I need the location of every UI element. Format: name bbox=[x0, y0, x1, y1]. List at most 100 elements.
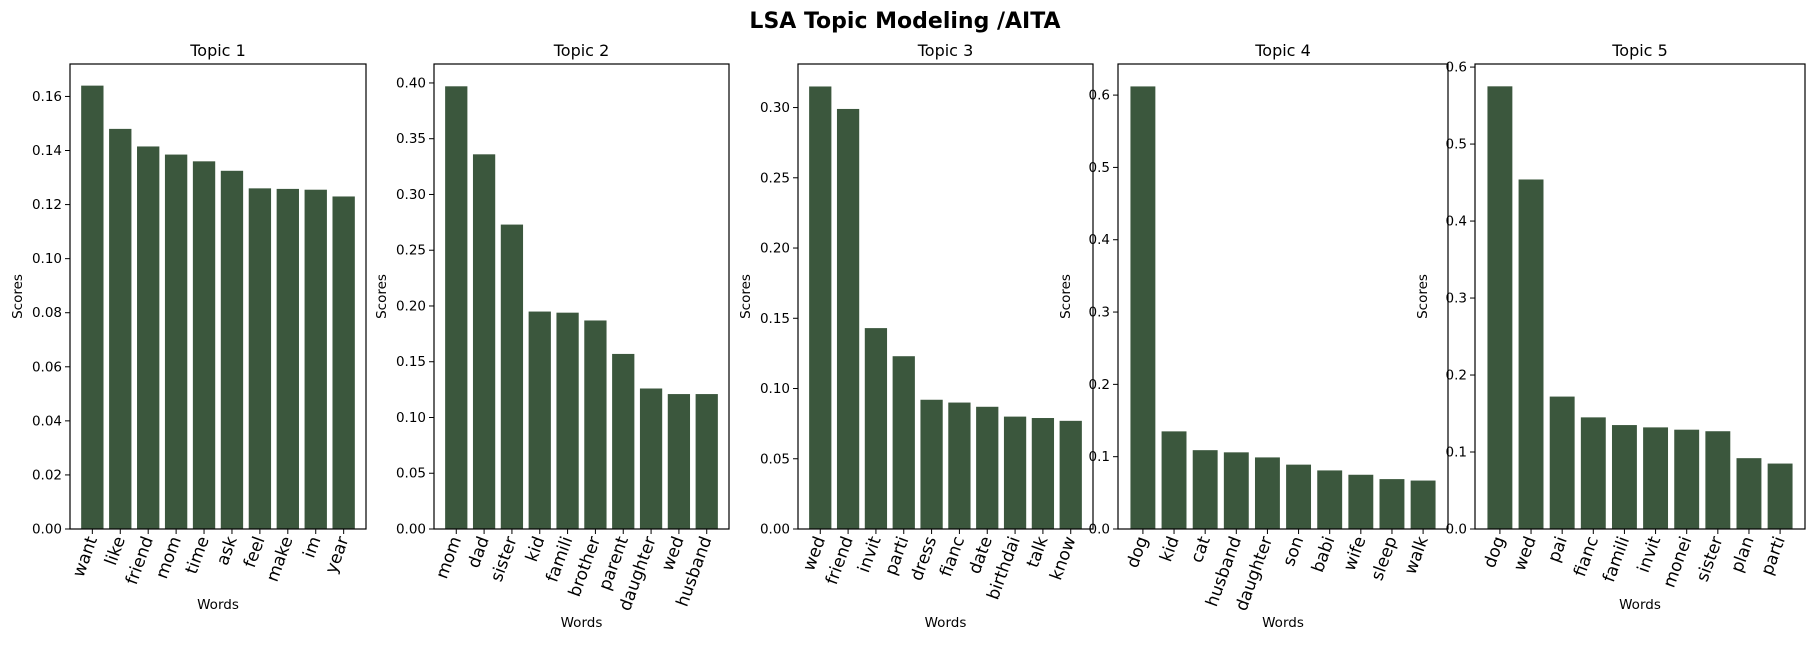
bar-fianc bbox=[1580, 417, 1606, 529]
y-tick-label: 0.00 bbox=[760, 522, 790, 538]
y-tick-label: 0.6 bbox=[1089, 88, 1110, 104]
y-tick-label: 0.3 bbox=[1446, 291, 1467, 307]
bar-famili bbox=[556, 312, 579, 529]
bar-want bbox=[81, 85, 104, 529]
x-tick-label: want bbox=[69, 534, 102, 580]
x-tick-label: sleep bbox=[1367, 534, 1401, 583]
y-tick-label: 0.20 bbox=[396, 298, 426, 314]
x-tick-label: dad bbox=[464, 534, 494, 571]
bar-parti bbox=[892, 356, 915, 529]
y-axis-label: Scores bbox=[10, 274, 26, 319]
bar-date bbox=[976, 406, 999, 529]
x-tick-label: plan bbox=[1727, 534, 1758, 575]
bar-sleep bbox=[1379, 479, 1405, 529]
x-tick-label: famili bbox=[1599, 534, 1634, 585]
y-tick-label: 0.05 bbox=[760, 451, 790, 467]
x-axis-label: Words bbox=[561, 615, 603, 631]
bar-parti bbox=[1767, 463, 1793, 529]
bar-monei bbox=[1674, 429, 1700, 529]
bar-birthdai bbox=[1003, 416, 1027, 529]
x-tick-label: babi bbox=[1308, 534, 1339, 575]
y-tick-label: 0.5 bbox=[1089, 160, 1110, 176]
x-tick-label: sister bbox=[1693, 534, 1728, 585]
bar-wed bbox=[809, 86, 832, 529]
x-tick-label: talk bbox=[1023, 534, 1053, 571]
x-tick-label: dog bbox=[1123, 534, 1153, 571]
bar-time bbox=[192, 161, 216, 529]
x-tick-label: invit bbox=[1634, 534, 1666, 576]
axes-frame bbox=[1117, 63, 1449, 530]
y-tick-label: 0.1 bbox=[1089, 449, 1110, 465]
bar-talk bbox=[1031, 418, 1055, 529]
y-axis-label: Scores bbox=[374, 274, 390, 319]
bar-dog bbox=[1487, 86, 1513, 529]
y-tick-label: 0.10 bbox=[32, 251, 62, 267]
topic-panel-2: 0.00 0.05 0.10 0.15 0.20 0.25 0.30 0.35 0.40 momd… bbox=[374, 41, 730, 631]
y-tick-label: 0.30 bbox=[760, 100, 790, 116]
y-tick-label: 0.14 bbox=[32, 143, 62, 159]
y-tick-label: 0.20 bbox=[760, 241, 790, 257]
y-tick-label: 0.3 bbox=[1089, 305, 1110, 321]
x-tick-label: like bbox=[101, 534, 130, 568]
x-axis-label: Words bbox=[925, 615, 967, 631]
axes-frame bbox=[797, 63, 1094, 530]
x-tick-label: parti bbox=[1757, 534, 1789, 578]
bar-wed bbox=[667, 394, 691, 529]
bar-parent bbox=[612, 353, 635, 529]
y-tick-label: 0.12 bbox=[32, 197, 62, 213]
bar-year bbox=[332, 196, 355, 529]
topic-panel-1: 0.00 0.02 0.04 0.06 0.08 0.10 0.12 0.14 0.16 want… bbox=[10, 41, 367, 613]
x-tick-label: fianc bbox=[1570, 534, 1603, 580]
bar-like bbox=[109, 128, 132, 529]
bar-wed bbox=[1518, 179, 1544, 530]
x-tick-label: walk bbox=[1401, 534, 1433, 578]
y-tick-label: 0.4 bbox=[1089, 232, 1110, 248]
y-tick-label: 0.5 bbox=[1446, 137, 1467, 153]
bar-make bbox=[276, 188, 299, 529]
panel-title: Topic 5 bbox=[1611, 41, 1668, 60]
y-tick-label: 0.2 bbox=[1089, 377, 1110, 393]
y-tick-label: 0.40 bbox=[396, 75, 426, 91]
bar-mom bbox=[445, 86, 468, 530]
y-axis-label: Scores bbox=[1058, 274, 1074, 319]
x-tick-label: time bbox=[182, 534, 214, 577]
y-tick-label: 0.6 bbox=[1446, 60, 1467, 76]
y-tick-label: 0.05 bbox=[396, 466, 426, 482]
bar-feel bbox=[248, 188, 272, 530]
y-tick-label: 0.02 bbox=[32, 467, 62, 483]
bar-friend bbox=[137, 146, 160, 529]
y-tick-label: 0.10 bbox=[396, 410, 426, 426]
y-tick-label: 0.25 bbox=[396, 243, 426, 259]
y-tick-label: 0.06 bbox=[32, 359, 62, 375]
bar-sister bbox=[500, 224, 524, 529]
y-tick-label: 0.15 bbox=[760, 311, 790, 327]
panel-title: Topic 2 bbox=[553, 41, 610, 60]
figure-title: LSA Topic Modeling /AITA bbox=[749, 9, 1060, 34]
bar-son bbox=[1286, 464, 1312, 529]
x-tick-label: im bbox=[299, 534, 325, 561]
x-tick-label: wed bbox=[1510, 534, 1541, 574]
bar-husband bbox=[1223, 452, 1249, 529]
topic-panel-3: 0.000.050.100.150.200.250.30wedfriendinv… bbox=[738, 41, 1094, 631]
y-axis-label: Scores bbox=[738, 274, 754, 319]
axes-frame bbox=[1474, 63, 1806, 530]
bar-fianc bbox=[948, 402, 971, 529]
y-tick-label: 0.30 bbox=[396, 187, 426, 203]
x-tick-label: kid bbox=[1156, 534, 1183, 565]
y-tick-label: 0.00 bbox=[396, 522, 426, 538]
bar-friend bbox=[836, 108, 860, 529]
axes-frame bbox=[433, 63, 730, 530]
x-tick-label: son bbox=[1279, 534, 1308, 569]
panel-title: Topic 3 bbox=[917, 41, 974, 60]
x-axis-label: Words bbox=[1619, 597, 1661, 613]
bar-daughter bbox=[1254, 457, 1280, 529]
x-axis-label: Words bbox=[197, 597, 239, 613]
bar-walk bbox=[1410, 480, 1436, 529]
bar-dress bbox=[920, 399, 943, 529]
bar-wife bbox=[1348, 474, 1374, 529]
y-tick-label: 0.00 bbox=[32, 522, 62, 538]
bar-know bbox=[1059, 420, 1082, 529]
y-tick-label: 0.15 bbox=[396, 354, 426, 370]
bar-mom bbox=[164, 154, 188, 529]
